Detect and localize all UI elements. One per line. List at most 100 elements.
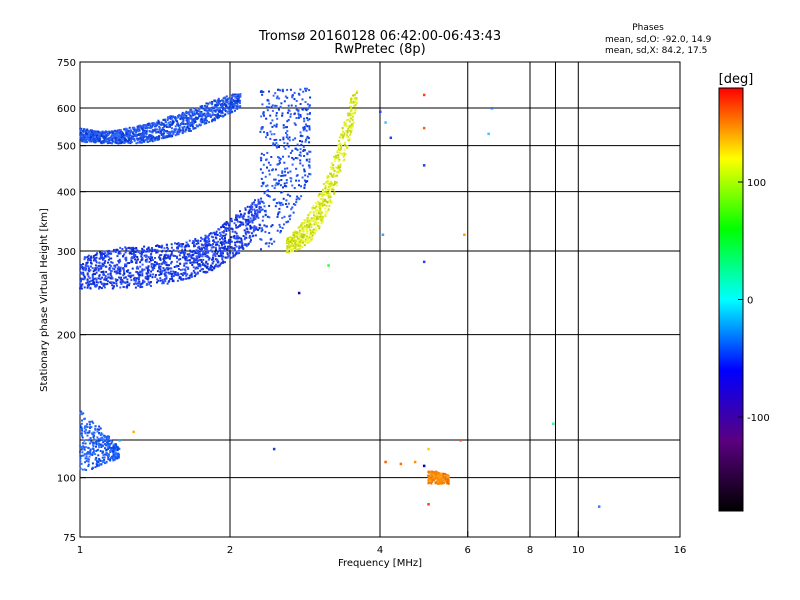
- data-point: [308, 158, 311, 161]
- data-point: [238, 249, 241, 252]
- data-point: [215, 263, 218, 266]
- data-point: [444, 477, 446, 480]
- data-point: [85, 428, 88, 431]
- data-point: [123, 270, 125, 273]
- data-point: [304, 221, 307, 224]
- data-point: [237, 97, 240, 99]
- data-point: [214, 236, 217, 239]
- data-point: [157, 263, 160, 266]
- data-point: [279, 161, 281, 164]
- data-point: [120, 136, 123, 138]
- data-point: [246, 220, 249, 223]
- data-point: [186, 122, 189, 125]
- data-point: [265, 185, 268, 188]
- data-point: [116, 279, 119, 281]
- data-point: [198, 256, 201, 259]
- data-point: [211, 258, 213, 261]
- data-point: [315, 218, 318, 221]
- data-point: [190, 261, 193, 264]
- data-point: [196, 261, 199, 264]
- data-point: [81, 451, 84, 454]
- data-point: [212, 253, 215, 255]
- data-point: [296, 231, 299, 234]
- data-point: [214, 233, 216, 236]
- data-point: [91, 451, 94, 454]
- data-point: [188, 113, 191, 116]
- data-point: [355, 91, 358, 94]
- data-point: [176, 242, 178, 245]
- colorbar-tick-label: 0: [747, 296, 753, 307]
- data-point: [209, 232, 212, 235]
- data-point: [321, 199, 324, 202]
- data-point: [168, 267, 171, 270]
- data-point: [98, 257, 101, 260]
- data-point: [230, 106, 233, 109]
- data-point: [137, 273, 140, 276]
- data-point: [137, 278, 140, 281]
- data-point: [98, 443, 101, 446]
- data-point: [107, 456, 110, 459]
- data-point: [84, 442, 87, 445]
- data-point: [96, 139, 98, 142]
- data-point: [118, 261, 121, 264]
- data-point: [136, 130, 139, 133]
- data-point: [137, 281, 140, 284]
- data-point: [157, 122, 160, 125]
- data-point: [199, 253, 202, 256]
- data-point: [163, 262, 166, 265]
- data-point: [158, 256, 160, 259]
- data-point: [160, 254, 163, 256]
- data-point: [324, 215, 327, 217]
- data-point: [206, 254, 209, 257]
- data-point: [317, 200, 320, 203]
- data-point: [163, 259, 166, 262]
- data-point: [146, 275, 149, 278]
- data-point: [490, 107, 494, 110]
- data-point: [190, 117, 193, 120]
- data-point: [276, 215, 279, 218]
- data-point: [95, 450, 98, 452]
- data-point: [204, 247, 206, 250]
- data-point: [197, 242, 200, 245]
- data-point: [329, 184, 332, 187]
- data-point: [333, 155, 336, 158]
- data-point: [230, 256, 233, 259]
- data-point: [280, 191, 283, 194]
- data-point: [197, 265, 200, 267]
- data-point: [119, 246, 122, 249]
- data-point: [207, 267, 210, 270]
- data-point: [165, 263, 168, 266]
- data-point: [350, 97, 353, 100]
- data-point: [150, 259, 152, 262]
- data-point: [399, 462, 403, 466]
- data-point: [182, 130, 185, 133]
- data-point: [303, 120, 306, 123]
- data-point: [305, 158, 308, 161]
- data-point: [339, 148, 342, 150]
- data-point: [305, 123, 307, 126]
- data-point: [131, 126, 134, 129]
- data-point: [314, 226, 317, 229]
- data-point: [91, 432, 94, 435]
- data-point: [115, 284, 118, 287]
- data-point: [85, 133, 88, 136]
- data-point: [110, 257, 113, 260]
- data-point: [114, 251, 117, 253]
- data-point: [123, 276, 126, 279]
- data-point: [229, 238, 232, 241]
- data-point: [118, 270, 121, 273]
- data-point: [90, 279, 93, 282]
- data-point: [264, 175, 267, 178]
- data-point: [320, 219, 323, 222]
- data-point: [304, 225, 307, 228]
- data-point: [389, 136, 393, 140]
- data-point: [296, 157, 299, 160]
- data-point: [169, 278, 172, 281]
- data-point: [277, 182, 280, 185]
- data-point: [265, 158, 267, 161]
- data-point: [306, 180, 309, 183]
- data-point: [261, 219, 264, 222]
- data-point: [89, 449, 92, 452]
- data-point: [103, 261, 106, 264]
- data-point: [202, 258, 205, 261]
